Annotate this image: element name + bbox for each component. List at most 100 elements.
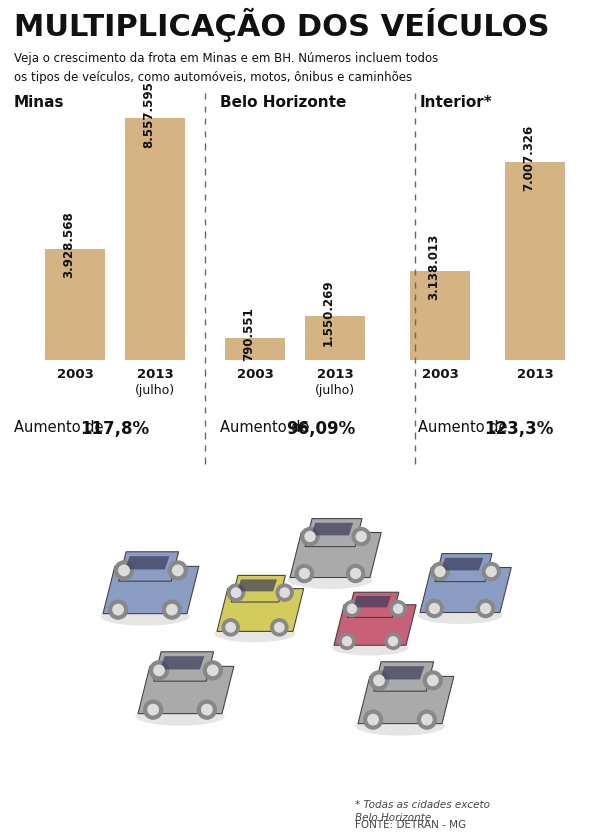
Circle shape: [228, 584, 245, 601]
Circle shape: [364, 710, 382, 729]
Ellipse shape: [332, 640, 408, 655]
Circle shape: [274, 623, 284, 632]
Circle shape: [385, 633, 401, 650]
Text: Belo Horizonte: Belo Horizonte: [220, 95, 346, 110]
Text: 2003: 2003: [237, 368, 273, 381]
Polygon shape: [237, 579, 277, 591]
Circle shape: [231, 588, 241, 598]
Circle shape: [173, 565, 183, 575]
Circle shape: [422, 715, 432, 725]
Text: Aumento de: Aumento de: [418, 420, 512, 435]
Text: 3.138.013: 3.138.013: [427, 234, 440, 300]
Bar: [410, 272, 470, 360]
Circle shape: [428, 675, 438, 686]
Polygon shape: [154, 652, 214, 681]
Polygon shape: [160, 656, 204, 670]
Circle shape: [168, 561, 187, 580]
Text: 2003: 2003: [57, 368, 93, 381]
Circle shape: [356, 532, 366, 542]
Ellipse shape: [215, 625, 295, 642]
Polygon shape: [290, 533, 381, 578]
Circle shape: [280, 588, 289, 598]
Text: MULTIPLICAÇÃO DOS VEÍCULOS: MULTIPLICAÇÃO DOS VEÍCULOS: [14, 8, 550, 42]
Polygon shape: [305, 518, 362, 547]
Circle shape: [198, 701, 217, 719]
Circle shape: [486, 567, 496, 577]
Polygon shape: [348, 592, 399, 618]
Circle shape: [423, 671, 442, 690]
Circle shape: [352, 528, 370, 546]
Circle shape: [417, 710, 436, 729]
Circle shape: [351, 568, 361, 579]
Circle shape: [481, 604, 490, 614]
Ellipse shape: [356, 716, 445, 736]
Text: FONTE: DETRAN - MG: FONTE: DETRAN - MG: [355, 820, 466, 830]
Circle shape: [389, 637, 398, 645]
Text: 96,09%: 96,09%: [286, 420, 355, 438]
Circle shape: [148, 705, 159, 715]
Circle shape: [339, 633, 355, 650]
Text: Aumento de: Aumento de: [14, 420, 108, 435]
Polygon shape: [374, 662, 434, 691]
Circle shape: [162, 600, 181, 619]
Text: * Todas as cidades exceto
Belo Horizonte: * Todas as cidades exceto Belo Horizonte: [355, 800, 490, 823]
Text: 7.007.326: 7.007.326: [522, 125, 535, 191]
Text: 2013: 2013: [517, 368, 553, 381]
Polygon shape: [420, 568, 511, 613]
Text: 2013: 2013: [137, 368, 173, 381]
Ellipse shape: [417, 606, 503, 624]
Bar: [305, 316, 365, 360]
Circle shape: [207, 665, 218, 675]
Circle shape: [476, 599, 495, 618]
Polygon shape: [138, 666, 234, 714]
Circle shape: [390, 600, 406, 617]
Circle shape: [483, 563, 500, 580]
Circle shape: [374, 675, 384, 686]
Text: Interior*: Interior*: [420, 95, 493, 110]
Circle shape: [305, 532, 315, 542]
Ellipse shape: [135, 706, 224, 726]
Text: 2003: 2003: [422, 368, 459, 381]
Circle shape: [154, 665, 164, 675]
Polygon shape: [334, 604, 416, 645]
Polygon shape: [125, 556, 170, 569]
Circle shape: [276, 584, 293, 601]
Text: 790.551: 790.551: [242, 307, 255, 360]
Circle shape: [431, 563, 449, 580]
Circle shape: [113, 604, 123, 614]
Circle shape: [149, 661, 168, 680]
Polygon shape: [217, 589, 304, 631]
Circle shape: [393, 604, 403, 613]
Circle shape: [348, 604, 356, 613]
Circle shape: [435, 567, 445, 577]
Polygon shape: [119, 552, 179, 581]
Text: 8.557.595: 8.557.595: [142, 81, 155, 148]
Bar: [45, 249, 105, 360]
Bar: [125, 118, 185, 360]
Text: 117,8%: 117,8%: [80, 420, 149, 438]
Circle shape: [368, 715, 378, 725]
Polygon shape: [435, 553, 492, 582]
Circle shape: [301, 528, 319, 546]
Text: Veja o crescimento da frota em Minas e em BH. Números incluem todos
os tipos de : Veja o crescimento da frota em Minas e e…: [14, 52, 438, 84]
Text: (julho): (julho): [135, 384, 175, 397]
Circle shape: [300, 568, 309, 579]
Circle shape: [271, 619, 288, 636]
Ellipse shape: [101, 607, 190, 625]
Text: 123,3%: 123,3%: [484, 420, 553, 438]
Circle shape: [144, 701, 163, 719]
Circle shape: [226, 623, 235, 632]
Polygon shape: [358, 676, 454, 724]
Circle shape: [203, 661, 222, 680]
Text: (julho): (julho): [315, 384, 355, 397]
Ellipse shape: [287, 571, 373, 589]
Circle shape: [202, 705, 212, 715]
Polygon shape: [311, 522, 353, 535]
Polygon shape: [103, 566, 199, 614]
Circle shape: [295, 564, 314, 583]
Polygon shape: [441, 558, 483, 570]
Text: 3.928.568: 3.928.568: [62, 212, 75, 278]
Circle shape: [109, 600, 127, 619]
Polygon shape: [231, 575, 285, 602]
Text: Minas: Minas: [14, 95, 65, 110]
